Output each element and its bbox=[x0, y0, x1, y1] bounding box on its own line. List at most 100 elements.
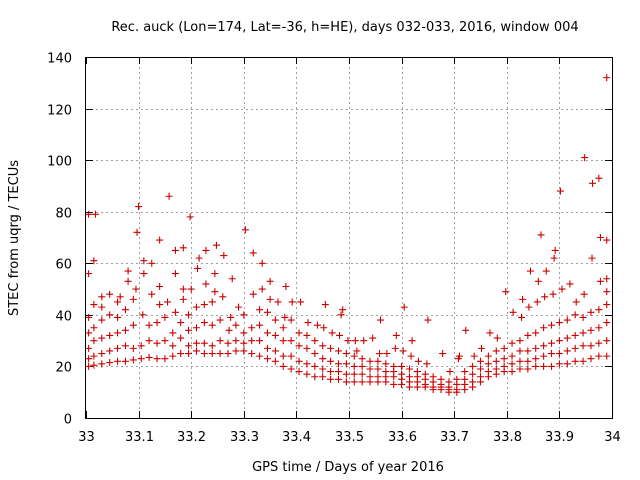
data-point bbox=[588, 254, 596, 262]
data-point bbox=[129, 356, 137, 364]
data-point bbox=[587, 308, 595, 316]
data-point bbox=[156, 301, 164, 309]
data-point bbox=[537, 231, 545, 239]
data-point bbox=[271, 347, 279, 355]
data-point bbox=[258, 259, 266, 267]
data-point bbox=[390, 362, 398, 370]
data-point bbox=[279, 337, 287, 345]
x-tick-labels: 33 33.1 33.2 33.3 33.4 33.5 33.6 33.7 33.8 33.9 34 bbox=[78, 430, 621, 445]
data-point bbox=[216, 316, 224, 324]
data-point bbox=[486, 329, 494, 337]
data-point bbox=[249, 249, 257, 257]
data-point bbox=[508, 339, 516, 347]
y-tick-label: 0 bbox=[64, 413, 72, 428]
data-point bbox=[98, 316, 106, 324]
data-point bbox=[400, 303, 408, 311]
data-point bbox=[216, 350, 224, 358]
data-point bbox=[156, 282, 164, 290]
data-point bbox=[319, 342, 327, 350]
data-point bbox=[555, 350, 563, 358]
data-point bbox=[342, 350, 350, 358]
data-point bbox=[524, 365, 532, 373]
data-point bbox=[169, 329, 177, 337]
data-point bbox=[232, 347, 240, 355]
data-point bbox=[212, 241, 220, 249]
data-point bbox=[350, 370, 358, 378]
data-point bbox=[195, 254, 203, 262]
data-point bbox=[336, 331, 344, 339]
y-tick-label: 40 bbox=[55, 310, 72, 325]
data-point bbox=[232, 321, 240, 329]
data-point bbox=[563, 360, 571, 368]
data-point bbox=[320, 324, 328, 332]
data-point bbox=[85, 344, 93, 352]
data-point bbox=[263, 344, 271, 352]
data-point bbox=[321, 301, 329, 309]
data-point bbox=[589, 179, 597, 187]
data-point bbox=[145, 353, 153, 361]
data-point bbox=[603, 301, 611, 309]
y-tick-label: 60 bbox=[55, 258, 72, 273]
data-point bbox=[500, 344, 508, 352]
data-point bbox=[129, 321, 137, 329]
data-point bbox=[579, 329, 587, 337]
data-point bbox=[366, 365, 374, 373]
data-point bbox=[185, 326, 193, 334]
data-point bbox=[311, 362, 319, 370]
data-point bbox=[185, 350, 193, 358]
data-point bbox=[492, 365, 500, 373]
data-point bbox=[461, 375, 469, 383]
data-point bbox=[508, 360, 516, 368]
data-point bbox=[603, 275, 611, 283]
data-point bbox=[240, 311, 248, 319]
data-point bbox=[85, 362, 93, 370]
x-tick-label: 34 bbox=[604, 430, 621, 445]
data-point bbox=[548, 362, 556, 370]
data-point bbox=[595, 306, 603, 314]
data-point bbox=[85, 210, 93, 218]
data-point bbox=[319, 373, 327, 381]
data-point bbox=[595, 174, 603, 182]
data-point bbox=[171, 246, 179, 254]
data-point bbox=[353, 347, 361, 355]
data-point bbox=[334, 375, 342, 383]
data-point bbox=[185, 342, 193, 350]
data-point bbox=[227, 313, 235, 321]
data-point bbox=[287, 365, 295, 373]
data-point bbox=[116, 293, 124, 301]
data-point bbox=[192, 324, 200, 332]
data-point bbox=[518, 313, 526, 321]
data-point bbox=[342, 378, 350, 386]
data-point bbox=[85, 329, 93, 337]
data-point bbox=[258, 285, 266, 293]
data-point bbox=[256, 321, 264, 329]
data-point bbox=[240, 329, 248, 337]
data-point bbox=[200, 350, 208, 358]
data-point bbox=[140, 257, 148, 265]
data-point bbox=[603, 288, 611, 296]
data-point bbox=[391, 344, 399, 352]
data-point bbox=[399, 347, 407, 355]
data-point bbox=[516, 365, 524, 373]
data-point bbox=[405, 365, 413, 373]
data-point bbox=[524, 347, 532, 355]
data-point bbox=[114, 329, 122, 337]
data-point bbox=[90, 352, 98, 360]
data-point bbox=[407, 352, 415, 360]
data-point bbox=[208, 298, 216, 306]
data-point bbox=[208, 350, 216, 358]
data-point bbox=[192, 347, 200, 355]
data-point bbox=[555, 319, 563, 327]
data-point bbox=[358, 370, 366, 378]
data-point bbox=[224, 350, 232, 358]
data-point bbox=[248, 350, 256, 358]
data-point bbox=[220, 252, 228, 260]
data-point bbox=[313, 321, 321, 329]
data-point bbox=[502, 288, 510, 296]
data-point bbox=[98, 360, 106, 368]
data-point bbox=[595, 324, 603, 332]
data-point bbox=[165, 192, 173, 200]
data-point bbox=[366, 357, 374, 365]
data-point bbox=[279, 324, 287, 332]
data-point bbox=[266, 295, 274, 303]
